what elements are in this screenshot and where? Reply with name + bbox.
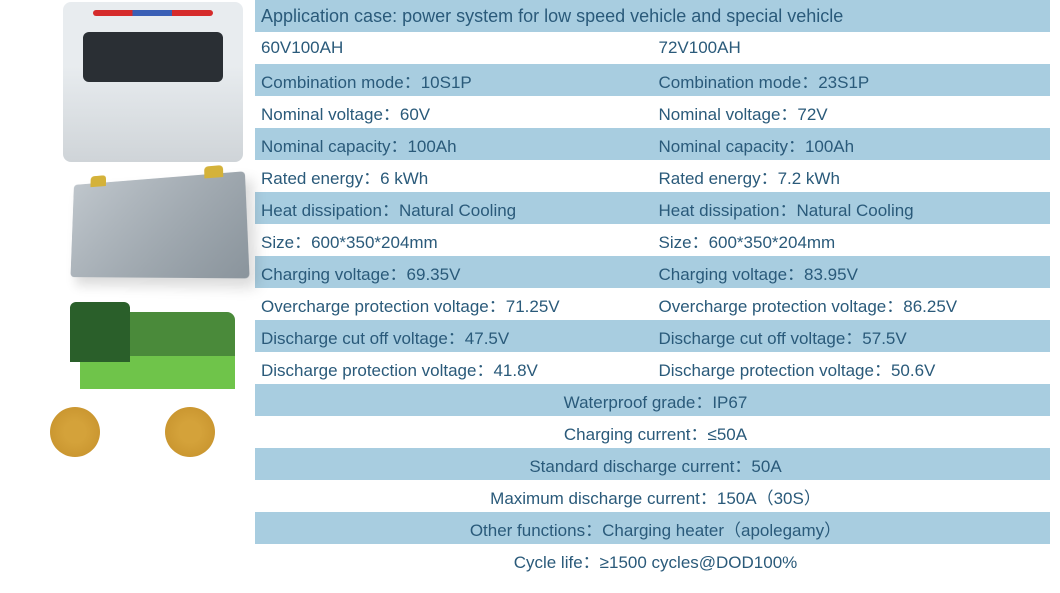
cycle-life: Cycle life：≥1500 cycles@DOD100% — [255, 548, 1050, 573]
spec-table: Application case: power system for low s… — [255, 0, 1060, 593]
cycle-life-row: Cycle life：≥1500 cycles@DOD100% — [255, 544, 1050, 576]
combination-mode-row: Combination mode：10S1P Combination mode：… — [255, 64, 1050, 96]
overcharge-protection-row: Overcharge protection voltage：71.25V Ove… — [255, 288, 1050, 320]
rated-energy-row: Rated energy：6 kWh Rated energy：7.2 kWh — [255, 160, 1050, 192]
variant-title-row: 60V100AH 72V100AH — [255, 32, 1050, 64]
charging-current-row: Charging current：≤50A — [255, 416, 1050, 448]
charging-voltage-right: Charging voltage：83.95V — [653, 260, 1051, 285]
waterproof-row: Waterproof grade：IP67 — [255, 384, 1050, 416]
overcharge-protection-left: Overcharge protection voltage：71.25V — [255, 292, 653, 317]
size-right: Size：600*350*204mm — [653, 228, 1051, 253]
nominal-capacity-left: Nominal capacity：100Ah — [255, 132, 653, 157]
heat-dissipation-row: Heat dissipation：Natural Cooling Heat di… — [255, 192, 1050, 224]
battery-image — [60, 177, 245, 277]
discharge-cutoff-right: Discharge cut off voltage：57.5V — [653, 324, 1051, 349]
other-functions: Other functions：Charging heater（apolegam… — [255, 516, 1050, 541]
image-column — [0, 0, 255, 593]
heat-dissipation-left: Heat dissipation：Natural Cooling — [255, 196, 653, 221]
charging-voltage-row: Charging voltage：69.35V Charging voltage… — [255, 256, 1050, 288]
standard-discharge-current: Standard discharge current：50A — [255, 452, 1050, 477]
application-case: Application case: power system for low s… — [255, 6, 843, 27]
discharge-protection-left: Discharge protection voltage：41.8V — [255, 356, 653, 381]
other-functions-row: Other functions：Charging heater（apolegam… — [255, 512, 1050, 544]
discharge-protection-row: Discharge protection voltage：41.8V Disch… — [255, 352, 1050, 384]
nominal-voltage-right: Nominal voltage：72V — [653, 100, 1051, 125]
combination-mode-right: Combination mode：23S1P — [653, 68, 1051, 93]
spec-sheet: Application case: power system for low s… — [0, 0, 1060, 593]
variant-left-title: 60V100AH — [255, 38, 653, 58]
nominal-capacity-right: Nominal capacity：100Ah — [653, 132, 1051, 157]
vehicle-image-bottom — [60, 292, 245, 452]
variant-right-title: 72V100AH — [653, 38, 1051, 58]
charging-voltage-left: Charging voltage：69.35V — [255, 260, 653, 285]
discharge-protection-right: Discharge protection voltage：50.6V — [653, 356, 1051, 381]
max-discharge-row: Maximum discharge current：150A（30S） — [255, 480, 1050, 512]
overcharge-protection-right: Overcharge protection voltage：86.25V — [653, 292, 1051, 317]
heat-dissipation-right: Heat dissipation：Natural Cooling — [653, 196, 1051, 221]
discharge-cutoff-row: Discharge cut off voltage：47.5V Discharg… — [255, 320, 1050, 352]
rated-energy-left: Rated energy：6 kWh — [255, 164, 653, 189]
size-left: Size：600*350*204mm — [255, 228, 653, 253]
nominal-voltage-row: Nominal voltage：60V Nominal voltage：72V — [255, 96, 1050, 128]
discharge-cutoff-left: Discharge cut off voltage：47.5V — [255, 324, 653, 349]
size-row: Size：600*350*204mm Size：600*350*204mm — [255, 224, 1050, 256]
waterproof-grade: Waterproof grade：IP67 — [255, 388, 1050, 413]
vehicle-image-top — [60, 0, 245, 162]
charging-current: Charging current：≤50A — [255, 420, 1050, 445]
nominal-capacity-row: Nominal capacity：100Ah Nominal capacity：… — [255, 128, 1050, 160]
header-row: Application case: power system for low s… — [255, 0, 1050, 32]
standard-discharge-row: Standard discharge current：50A — [255, 448, 1050, 480]
max-discharge-current: Maximum discharge current：150A（30S） — [255, 484, 1050, 509]
rated-energy-right: Rated energy：7.2 kWh — [653, 164, 1051, 189]
nominal-voltage-left: Nominal voltage：60V — [255, 100, 653, 125]
combination-mode-left: Combination mode：10S1P — [255, 68, 653, 93]
